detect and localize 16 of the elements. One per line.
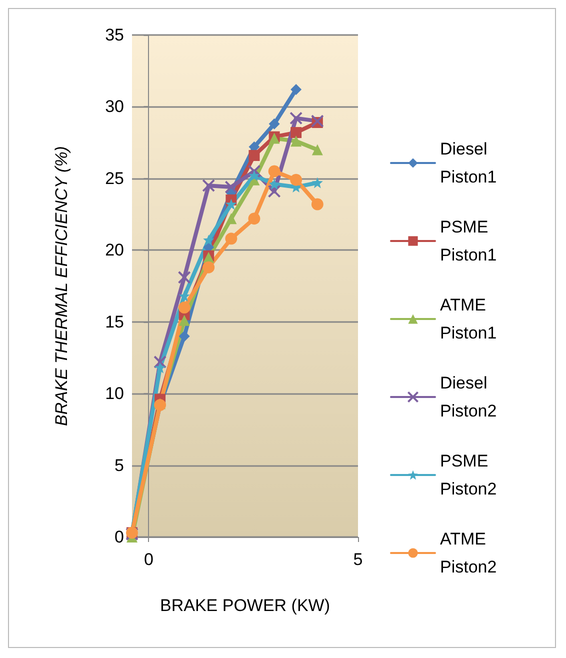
legend-label: PSME Piston2: [440, 452, 497, 498]
legend-label: ATME Piston2: [440, 530, 497, 576]
legend-label: Diesel Piston2: [440, 374, 497, 420]
x-axis-title: BRAKE POWER (KW): [160, 596, 330, 615]
legend-label: PSME Piston1: [440, 218, 497, 264]
legend-label: ATME Piston1: [440, 296, 497, 342]
y-tick-label: 25: [105, 168, 124, 188]
y-tick-label: 15: [105, 312, 124, 332]
y-tick-label: 30: [105, 97, 124, 116]
y-tick-label: 20: [105, 240, 124, 260]
y-axis-title: BRAKE THERMAL EFFICIENCY (%): [52, 146, 71, 426]
y-tick-label: 35: [105, 26, 124, 44]
y-tick-label: 10: [105, 384, 124, 404]
legend-label: Diesel Piston1: [440, 140, 497, 186]
y-tick-label: 0: [114, 528, 124, 546]
y-tick-label: 5: [114, 456, 124, 475]
